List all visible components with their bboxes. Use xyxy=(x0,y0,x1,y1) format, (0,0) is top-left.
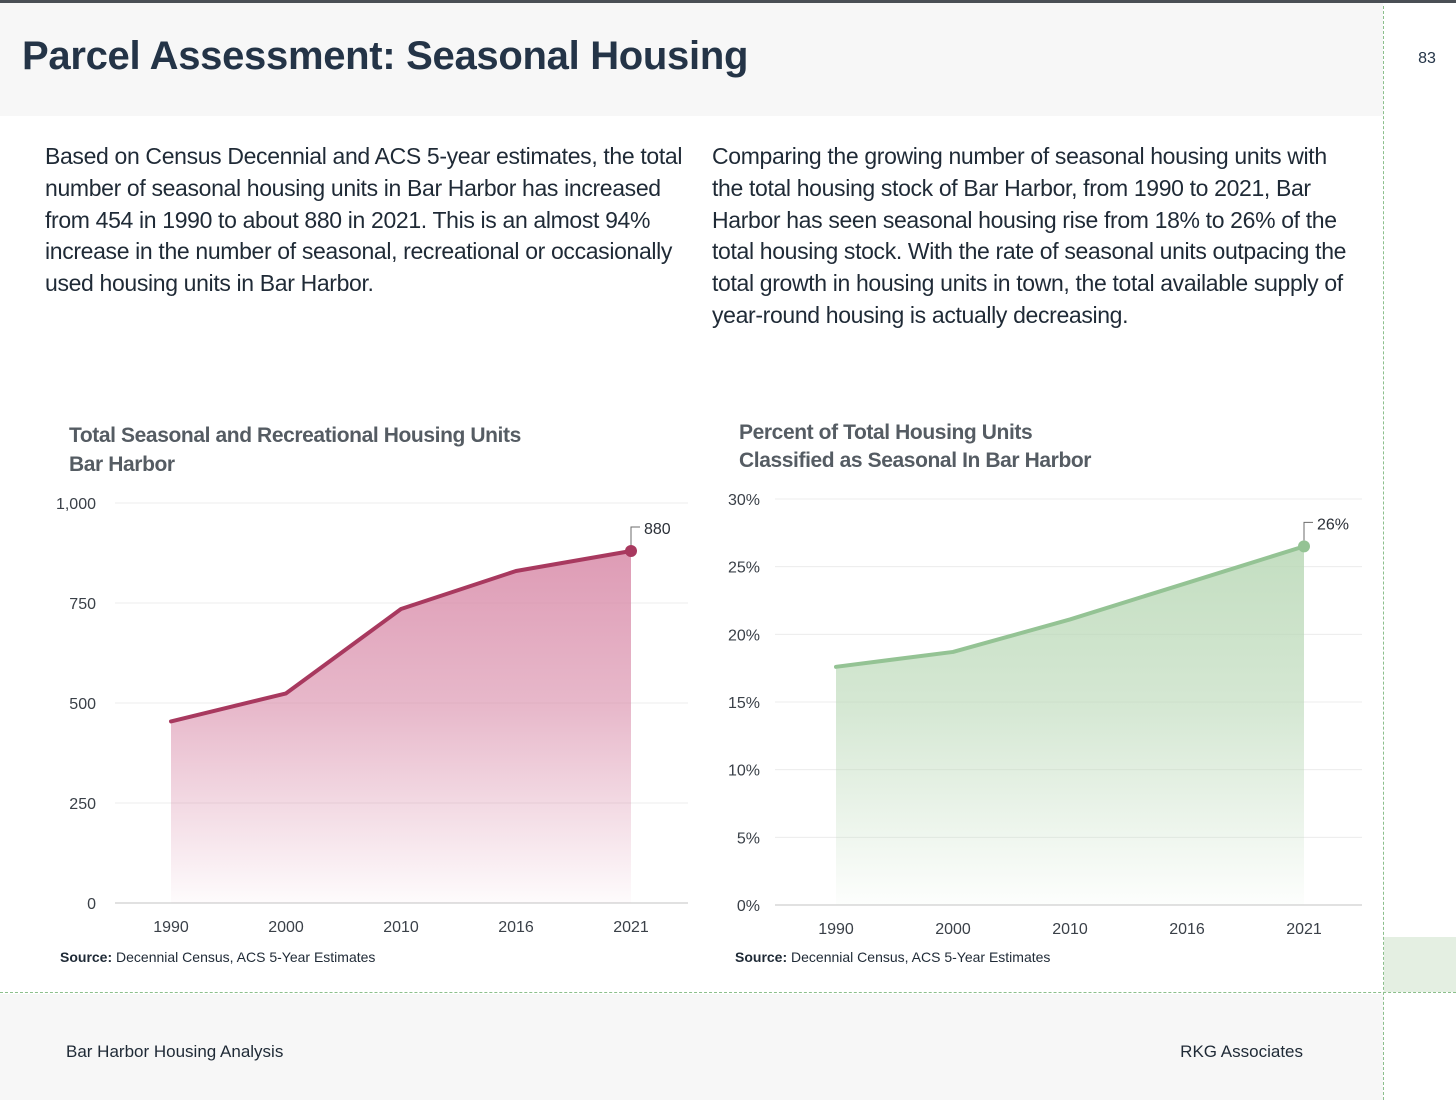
chart2-title: Percent of Total Housing Units Classifie… xyxy=(739,419,1091,475)
chart2-x-tick-label: 2000 xyxy=(935,921,971,938)
page-title: Parcel Assessment: Seasonal Housing xyxy=(22,34,749,78)
chart1-title: Total Seasonal and Recreational Housing … xyxy=(69,421,521,479)
horizontal-divider xyxy=(0,992,1456,993)
chart2-y-tick-label: 10% xyxy=(728,763,760,780)
chart1-x-tick-label: 2016 xyxy=(498,919,534,936)
chart1-source-prefix: Source: xyxy=(60,949,113,965)
chart2-end-label-leader xyxy=(1303,521,1313,541)
chart1-title-line1: Total Seasonal and Recreational Housing … xyxy=(69,424,521,447)
chart1-y-tick-label: 500 xyxy=(69,696,96,713)
chart2-title-line2: Classified as Seasonal In Bar Harbor xyxy=(739,449,1092,472)
chart1-x-tick-label: 2000 xyxy=(268,919,304,936)
chart2-x-tick-label: 2021 xyxy=(1286,921,1322,938)
chart1-end-label: 880 xyxy=(644,521,671,538)
chart2-end-label: 26% xyxy=(1317,516,1349,533)
chart1-x-tick-label: 2010 xyxy=(383,919,419,936)
chart2-y-tick-label: 20% xyxy=(728,627,760,644)
chart1-area xyxy=(171,551,631,903)
chart1-y-tick-label: 1,000 xyxy=(56,496,96,513)
accent-block xyxy=(1384,937,1456,992)
top-rule xyxy=(0,0,1456,3)
chart1-x-tick-label: 1990 xyxy=(153,919,189,936)
footer-band xyxy=(0,994,1383,1100)
chart2-y-tick-label: 30% xyxy=(728,492,760,509)
chart2-x-tick-label: 1990 xyxy=(818,921,854,938)
chart1-title-line2: Bar Harbor xyxy=(69,453,175,476)
chart2-y-tick-label: 25% xyxy=(728,560,760,577)
page-number: 83 xyxy=(1418,50,1436,67)
chart1-data-point xyxy=(625,545,637,557)
chart1-y-tick-label: 250 xyxy=(69,796,96,813)
chart2-x-tick-label: 2016 xyxy=(1169,921,1205,938)
chart2-x-tick-label: 2010 xyxy=(1052,921,1088,938)
intro-paragraph-left: Based on Census Decennial and ACS 5-year… xyxy=(45,143,683,297)
footer-company-name: RKG Associates xyxy=(1180,1042,1303,1061)
chart1-source: Source: Decennial Census, ACS 5-Year Est… xyxy=(60,949,375,965)
chart1-y-tick-label: 750 xyxy=(69,596,96,613)
chart2-y-tick-label: 0% xyxy=(737,898,760,915)
chart1-end-label-leader xyxy=(630,526,640,545)
chart1-x-tick-label: 2021 xyxy=(613,919,649,936)
chart2-source-text: Decennial Census, ACS 5-Year Estimates xyxy=(787,949,1051,965)
chart2-y-tick-label: 5% xyxy=(737,830,760,847)
chart2-source: Source: Decennial Census, ACS 5-Year Est… xyxy=(735,949,1050,965)
chart2-y-tick-label: 15% xyxy=(728,695,760,712)
vertical-divider xyxy=(1383,6,1384,1100)
header-band xyxy=(0,3,1383,116)
chart2-source-prefix: Source: xyxy=(735,949,788,965)
chart1-y-tick-label: 0 xyxy=(87,896,96,913)
chart2-data-point xyxy=(1298,540,1310,553)
chart2-title-line1: Percent of Total Housing Units xyxy=(739,421,1033,444)
intro-paragraph-right: Comparing the growing number of seasonal… xyxy=(712,143,1347,328)
footer-report-name: Bar Harbor Housing Analysis xyxy=(66,1042,284,1061)
chart2-area xyxy=(836,546,1304,905)
chart1-source-text: Decennial Census, ACS 5-Year Estimates xyxy=(112,949,376,965)
